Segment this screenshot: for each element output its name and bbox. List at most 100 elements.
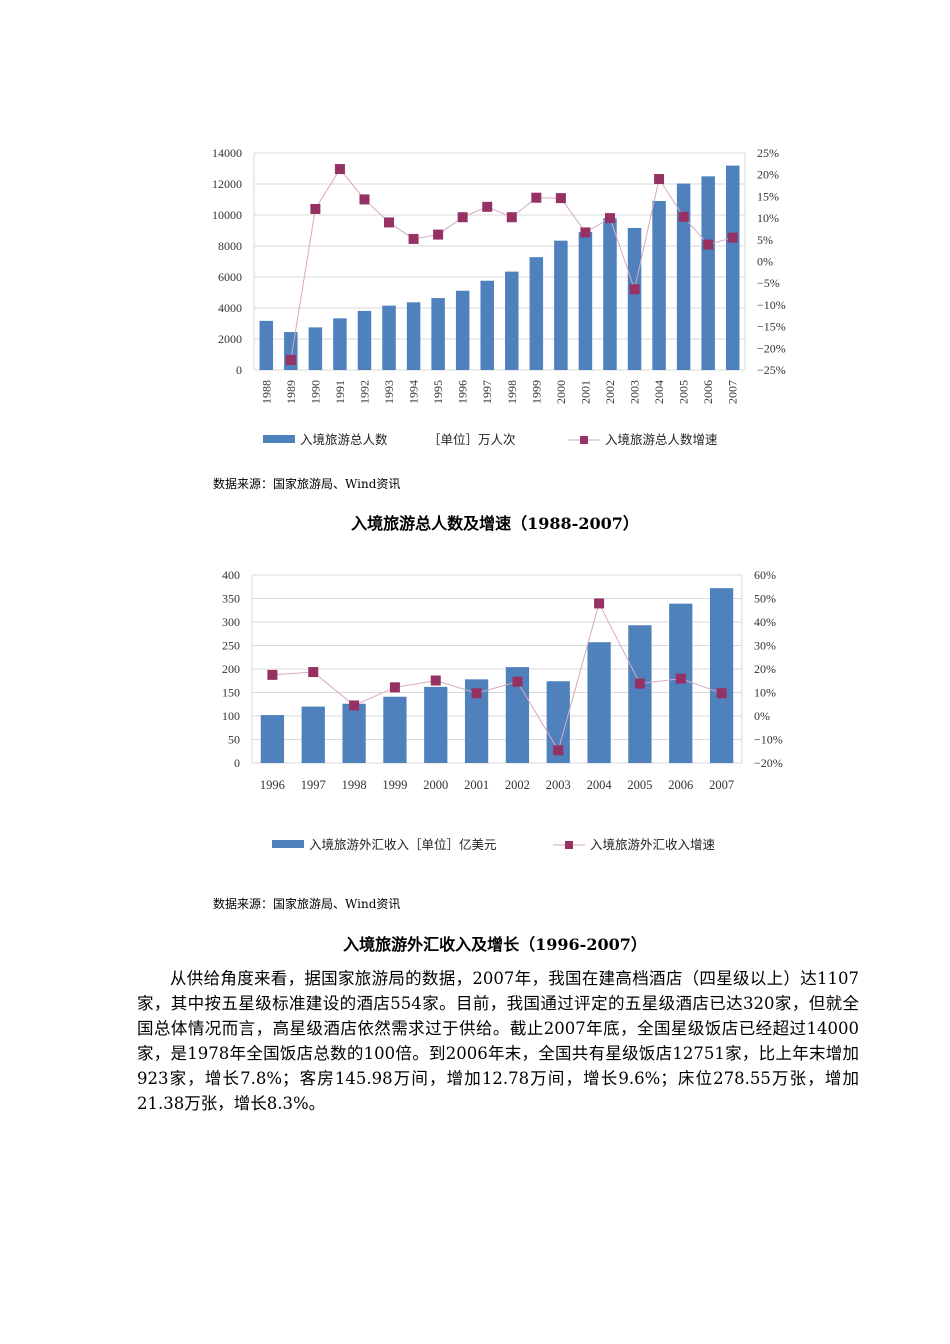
- bar: [301, 706, 325, 763]
- x-tick-label: 2001: [578, 380, 592, 404]
- growth-marker: [594, 598, 605, 609]
- x-tick-label: 2002: [505, 778, 530, 792]
- y2-tick-label: −20%: [754, 756, 783, 770]
- y2-tick-label: 60%: [754, 568, 776, 582]
- y-tick-label: 150: [222, 686, 240, 700]
- x-tick-label: 2004: [587, 778, 613, 792]
- legend-bar-label: 入境旅游总人数: [300, 432, 388, 447]
- y-tick-label: 6000: [218, 270, 242, 284]
- growth-marker: [310, 203, 321, 214]
- y2-tick-label: −10%: [757, 298, 786, 312]
- y2-tick-label: 30%: [754, 639, 776, 653]
- legend-unit-label: ［单位］万人次: [428, 432, 516, 447]
- growth-marker: [555, 193, 566, 204]
- growth-marker: [580, 227, 591, 238]
- y-tick-label: 350: [222, 592, 240, 606]
- x-tick-label: 1994: [407, 380, 421, 404]
- chart-tourism-revenue: 0 50 100 150 200 250 300 350 400 −20% −10% 0% 10% 20%…: [222, 568, 783, 852]
- growth-marker: [482, 201, 493, 212]
- y-tick-label: 100: [222, 709, 240, 723]
- x-tick-label: 2004: [652, 380, 666, 404]
- chart2-source: 数据来源：国家旅游局、Wind资讯: [213, 897, 401, 911]
- growth-marker: [389, 682, 400, 693]
- bar: [701, 176, 715, 370]
- x-tick-label: 2002: [603, 380, 617, 404]
- bar: [357, 310, 372, 370]
- x-tick-label: 1998: [505, 380, 519, 404]
- bar: [709, 588, 734, 763]
- bar: [455, 290, 470, 370]
- y2-tick-label: 10%: [754, 686, 776, 700]
- growth-marker: [531, 192, 542, 203]
- x-tick-label: 1993: [382, 380, 396, 404]
- y-tick-label: 10000: [212, 208, 242, 222]
- growth-marker: [285, 355, 296, 366]
- y2-tick-label: −10%: [754, 733, 783, 747]
- x-tick-label: 2006: [668, 778, 693, 792]
- x-tick-label: 1999: [529, 380, 543, 404]
- y2-tick-label: 50%: [754, 592, 776, 606]
- bar: [587, 642, 611, 763]
- growth-marker: [457, 212, 468, 223]
- growth-marker: [349, 700, 360, 711]
- x-tick-label: 2001: [464, 778, 489, 792]
- y-tick-label: 250: [222, 639, 240, 653]
- bar: [505, 271, 519, 370]
- y2-tick-label: 20%: [754, 662, 776, 676]
- growth-marker: [433, 229, 444, 240]
- bar: [333, 318, 347, 370]
- x-tick-label: 2003: [628, 380, 642, 404]
- bar: [260, 715, 285, 763]
- bar: [464, 679, 489, 763]
- bar: [554, 240, 568, 370]
- x-tick-label: 2007: [709, 778, 734, 792]
- growth-marker: [430, 675, 441, 686]
- bar: [529, 257, 544, 370]
- y2-tick-label: 10%: [757, 211, 779, 225]
- x-tick-label: 1998: [342, 778, 367, 792]
- x-tick-label: 1996: [456, 380, 470, 404]
- y-tick-label: 0: [236, 363, 242, 377]
- x-tick-label: 1989: [284, 380, 298, 404]
- growth-marker: [384, 217, 395, 228]
- bar: [383, 696, 407, 763]
- y2-tick-label: −15%: [757, 320, 786, 334]
- x-tick-label: 1997: [301, 778, 326, 792]
- bar: [725, 165, 740, 370]
- growth-marker: [703, 239, 714, 250]
- x-tick-label: 2005: [677, 380, 691, 404]
- bar: [603, 218, 617, 370]
- legend-bar-swatch: [272, 840, 304, 848]
- y2-tick-label: 25%: [757, 146, 779, 160]
- bar: [424, 686, 448, 763]
- y-tick-label: 200: [222, 662, 240, 676]
- x-tick-label: 1995: [431, 380, 445, 404]
- x-tick-label: 1990: [308, 380, 322, 404]
- bar: [628, 625, 652, 763]
- x-tick-label: 1991: [333, 380, 347, 404]
- growth-marker: [359, 194, 370, 205]
- bar: [652, 200, 666, 370]
- growth-marker: [308, 667, 319, 678]
- growth-marker: [512, 676, 523, 687]
- y2-tick-label: 20%: [757, 168, 779, 182]
- growth-marker: [629, 284, 640, 295]
- bar: [382, 305, 396, 370]
- y-tick-label: 300: [222, 615, 240, 629]
- y2-tick-label: 15%: [757, 189, 779, 203]
- x-tick-label: 1988: [259, 380, 273, 404]
- y2-tick-label: 40%: [754, 615, 776, 629]
- x-tick-label: 2003: [546, 778, 571, 792]
- bar: [308, 327, 323, 370]
- growth-marker: [506, 212, 517, 223]
- x-tick-label: 2005: [627, 778, 652, 792]
- chart1-title: 入境旅游总人数及增速（1988-2007）: [351, 514, 639, 533]
- legend-bar-swatch: [263, 435, 295, 443]
- bar: [259, 320, 274, 370]
- growth-marker: [716, 688, 727, 699]
- y-tick-label: 400: [222, 568, 240, 582]
- growth-marker: [675, 673, 686, 684]
- y2-tick-label: 0%: [757, 255, 773, 269]
- bar: [406, 302, 421, 370]
- bar: [431, 298, 445, 370]
